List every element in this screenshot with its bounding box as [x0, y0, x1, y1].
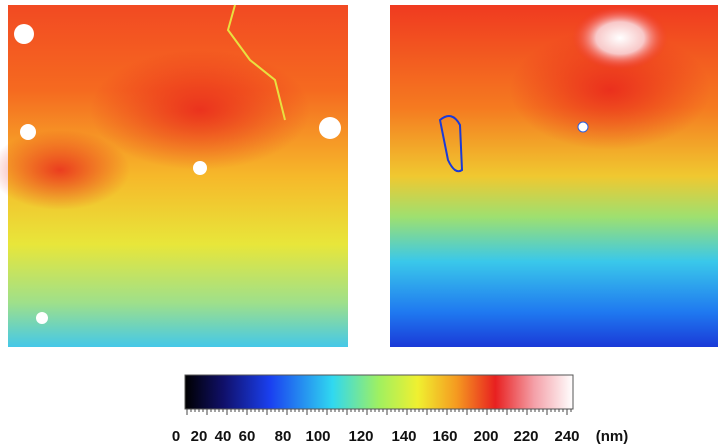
colorbar-label: 40 [215, 428, 232, 445]
colorbar-label: 240 [554, 428, 579, 445]
colorbar-label: 60 [239, 428, 256, 445]
colorbar-label: 100 [305, 428, 330, 445]
colorbar-label: 220 [513, 428, 538, 445]
colorbar-label: 160 [432, 428, 457, 445]
colorbar-label: 120 [348, 428, 373, 445]
colorbar [184, 374, 574, 415]
colorbar-label: 140 [391, 428, 416, 445]
colorbar-label: 20 [191, 428, 208, 445]
colorbar-label: 200 [473, 428, 498, 445]
left-height-map [0, 4, 348, 347]
colorbar-label: 0 [172, 428, 180, 445]
colorbar-unit: (nm) [596, 428, 629, 445]
colorbar-label: 80 [275, 428, 292, 445]
right-height-map [390, 5, 718, 347]
